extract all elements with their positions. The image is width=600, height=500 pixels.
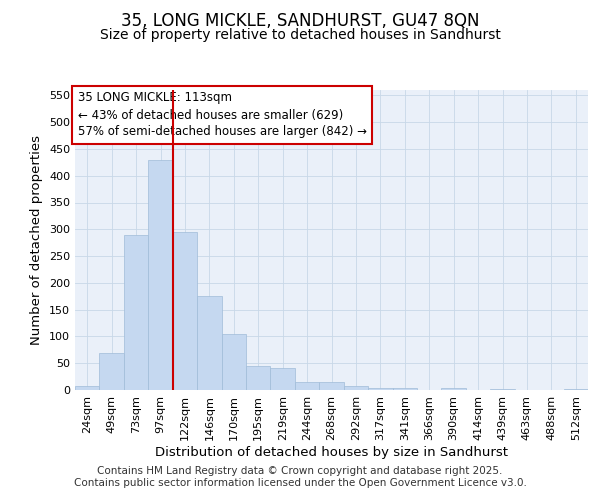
Bar bbox=[271, 368, 295, 390]
Text: 35, LONG MICKLE, SANDHURST, GU47 8QN: 35, LONG MICKLE, SANDHURST, GU47 8QN bbox=[121, 12, 479, 30]
Bar bbox=[124, 234, 148, 390]
Bar bbox=[75, 386, 100, 390]
Text: 35 LONG MICKLE: 113sqm
← 43% of detached houses are smaller (629)
57% of semi-de: 35 LONG MICKLE: 113sqm ← 43% of detached… bbox=[77, 92, 367, 138]
Bar bbox=[442, 388, 466, 390]
Bar bbox=[344, 386, 368, 390]
Bar bbox=[148, 160, 173, 390]
X-axis label: Distribution of detached houses by size in Sandhurst: Distribution of detached houses by size … bbox=[155, 446, 508, 458]
Bar bbox=[295, 382, 319, 390]
Bar bbox=[221, 334, 246, 390]
Y-axis label: Number of detached properties: Number of detached properties bbox=[31, 135, 43, 345]
Text: Size of property relative to detached houses in Sandhurst: Size of property relative to detached ho… bbox=[100, 28, 500, 42]
Bar bbox=[246, 366, 271, 390]
Bar bbox=[100, 352, 124, 390]
Bar bbox=[173, 232, 197, 390]
Bar bbox=[368, 388, 392, 390]
Bar bbox=[392, 388, 417, 390]
Bar bbox=[319, 382, 344, 390]
Text: Contains HM Land Registry data © Crown copyright and database right 2025.
Contai: Contains HM Land Registry data © Crown c… bbox=[74, 466, 526, 487]
Bar bbox=[563, 389, 588, 390]
Bar bbox=[197, 296, 221, 390]
